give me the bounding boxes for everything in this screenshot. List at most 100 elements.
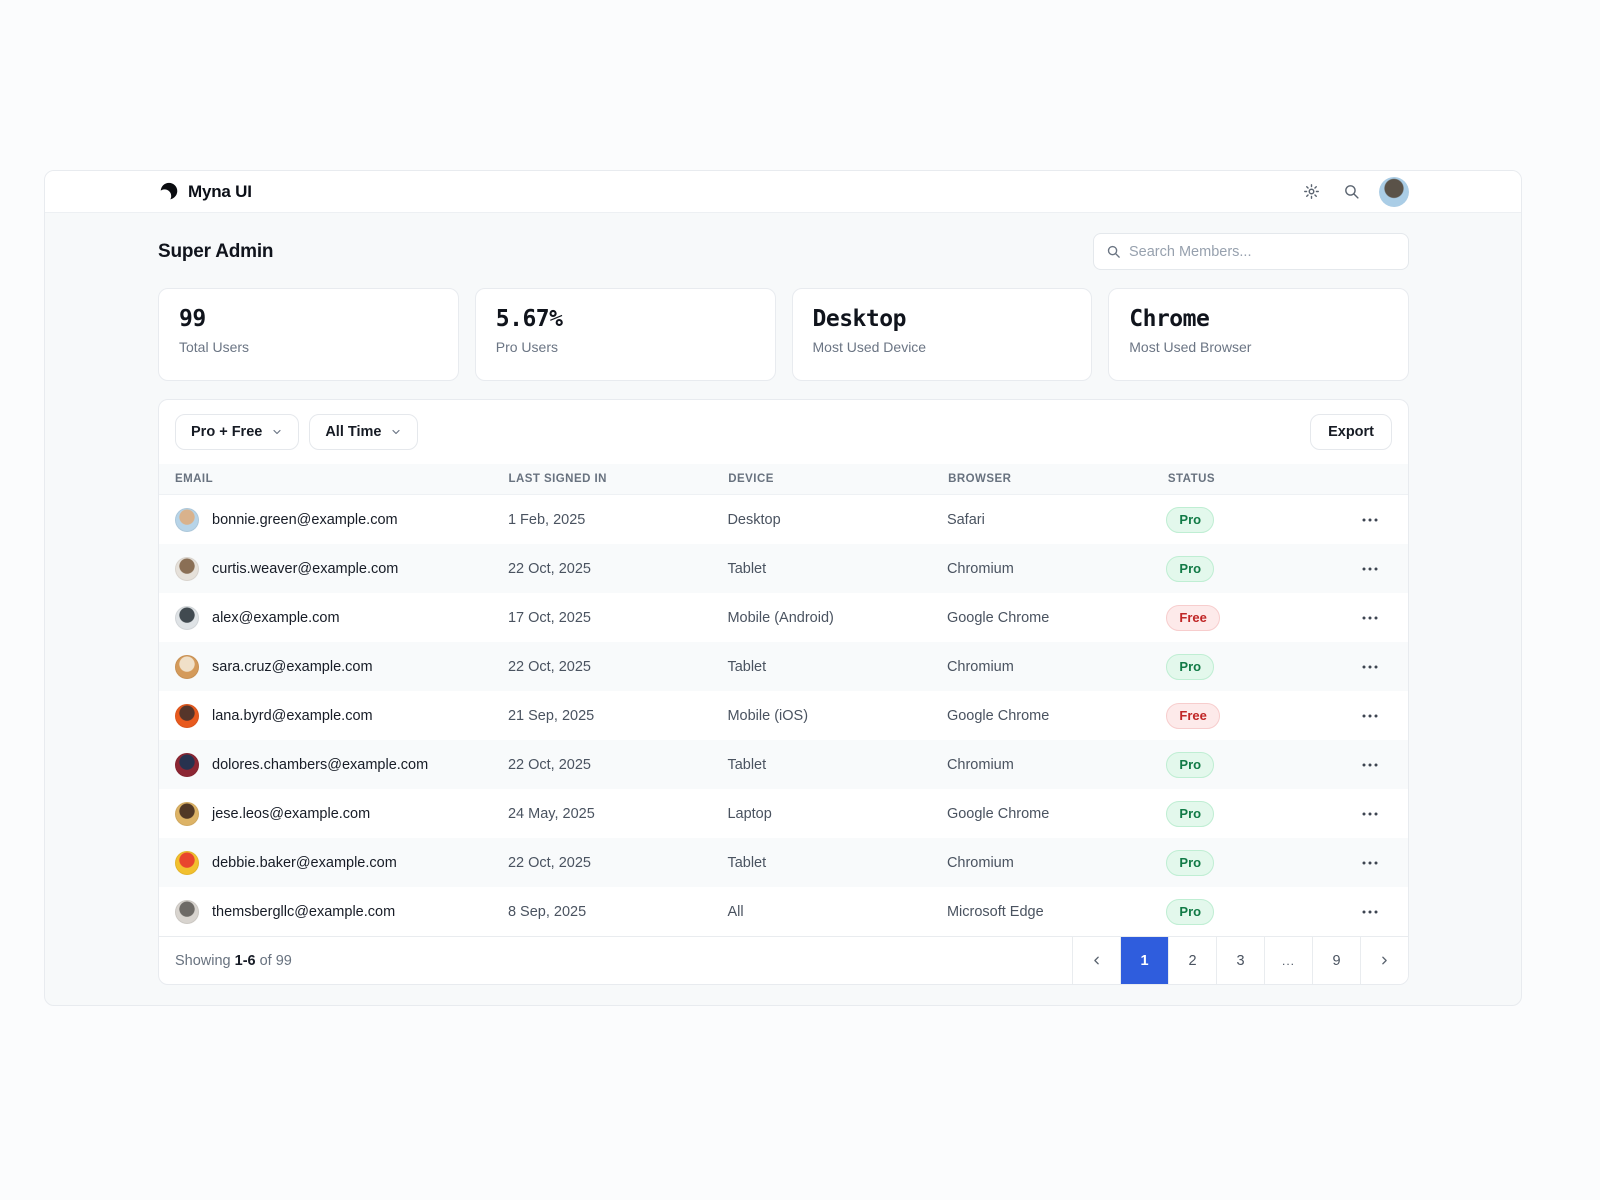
time-filter-label: All Time (325, 424, 382, 440)
search-icon (1344, 185, 1359, 199)
table-row: dolores.chambers@example.com 22 Oct, 202… (159, 740, 1408, 789)
table-row: bonnie.green@example.com 1 Feb, 2025 Des… (159, 495, 1408, 544)
export-button[interactable]: Export (1310, 414, 1392, 450)
status-badge: Pro (1166, 555, 1215, 582)
column-header-device: DEVICE (728, 473, 774, 485)
avatar (175, 801, 199, 826)
topbar-actions (1299, 176, 1409, 207)
row-actions-button[interactable] (1356, 559, 1384, 579)
status-badge: Pro (1166, 653, 1215, 680)
browser: Chromium (946, 560, 1014, 577)
user-email: sara.cruz@example.com (212, 658, 373, 675)
admin-dashboard: Myna UI Super Admin (44, 170, 1522, 1006)
status-badge: Pro (1166, 751, 1215, 778)
sun-icon (1303, 184, 1319, 199)
row-actions-button[interactable] (1356, 902, 1384, 922)
stat-value: Desktop (812, 306, 907, 332)
last-signed-in: 22 Oct, 2025 (507, 658, 591, 675)
stat-pro-users: 5.67% Pro Users (474, 288, 776, 381)
table-row: themsbergllc@example.com 8 Sep, 2025 All… (159, 887, 1408, 936)
row-actions-button[interactable] (1356, 853, 1384, 873)
user-avatar (1379, 176, 1409, 207)
ellipsis-icon (1368, 665, 1372, 668)
page-button-9[interactable]: 9 (1312, 937, 1360, 984)
brand: Myna UI (158, 181, 252, 203)
page-button-1[interactable]: 1 (1120, 937, 1168, 984)
row-actions-button[interactable] (1356, 657, 1384, 677)
plan-filter-dropdown[interactable]: Pro + Free (175, 414, 300, 450)
device: Mobile (iOS) (727, 707, 809, 724)
device: Tablet (727, 756, 767, 773)
stat-label: Total Users (179, 339, 250, 355)
device: Tablet (727, 854, 767, 871)
table-row: alex@example.com 17 Oct, 2025 Mobile (An… (159, 593, 1408, 642)
avatar (175, 654, 199, 679)
avatar (175, 752, 199, 777)
page-button-3[interactable]: 3 (1216, 937, 1264, 984)
row-actions-button[interactable] (1356, 608, 1384, 628)
browser: Chromium (946, 756, 1014, 773)
last-signed-in: 1 Feb, 2025 (507, 511, 586, 528)
header-search-button[interactable] (1339, 180, 1363, 204)
pagination: 1 2 3... 9 (1072, 937, 1408, 984)
table-toolbar: Pro + Free All Time Export (159, 400, 1408, 464)
stat-value: 99 (179, 306, 206, 332)
stat-cards: 99 Total Users 5.67% Pro Users Desktop M… (158, 288, 1409, 381)
user-email: lana.byrd@example.com (212, 707, 373, 724)
row-actions-button[interactable] (1356, 804, 1384, 824)
brand-name: Myna UI (188, 181, 252, 201)
browser: Safari (946, 511, 985, 528)
column-header-email: EMAIL (175, 473, 214, 485)
row-actions-button[interactable] (1356, 755, 1384, 775)
next-page-button[interactable] (1360, 937, 1408, 984)
ellipsis-icon (1368, 616, 1372, 619)
table-body: bonnie.green@example.com 1 Feb, 2025 Des… (159, 495, 1408, 936)
ellipsis-icon (1368, 714, 1372, 717)
ellipsis-icon (1368, 567, 1372, 570)
stat-most-used-device: Desktop Most Used Device (791, 288, 1093, 381)
stat-value: 5.67% (495, 306, 563, 332)
browser: Google Chrome (946, 609, 1050, 626)
avatar (175, 703, 199, 728)
last-signed-in: 22 Oct, 2025 (507, 756, 591, 773)
stat-label: Most Used Device (812, 339, 927, 355)
ellipsis-icon (1368, 518, 1372, 521)
status-badge: Pro (1166, 506, 1215, 533)
theme-toggle-button[interactable] (1299, 180, 1323, 204)
device: Laptop (727, 805, 772, 822)
column-header-status: STATUS (1167, 473, 1215, 485)
row-actions-button[interactable] (1356, 706, 1384, 726)
main-content: Super Admin 99 Total Users 5.67% Pro Use… (45, 213, 1521, 1005)
status-badge: Free (1166, 702, 1220, 729)
user-email: alex@example.com (212, 609, 340, 626)
table-header-row: EMAIL LAST SIGNED IN DEVICE BROWSER STAT… (159, 464, 1408, 495)
device: Tablet (727, 560, 767, 577)
table-row: curtis.weaver@example.com 22 Oct, 2025 T… (159, 544, 1408, 593)
member-search-input[interactable] (1129, 243, 1396, 260)
page-ellipsis: ... (1264, 937, 1312, 984)
user-email: bonnie.green@example.com (212, 511, 398, 528)
ellipsis-icon (1368, 763, 1372, 766)
browser: Google Chrome (946, 707, 1050, 724)
prev-page-button[interactable] (1072, 937, 1120, 984)
chevron-down-icon (392, 429, 401, 435)
user-email: curtis.weaver@example.com (212, 560, 399, 577)
members-table-card: Pro + Free All Time Export EMAIL LAST SI… (158, 399, 1409, 985)
row-actions-button[interactable] (1356, 510, 1384, 530)
table-row: lana.byrd@example.com 21 Sep, 2025 Mobil… (159, 691, 1408, 740)
user-email: debbie.baker@example.com (212, 854, 397, 871)
status-badge: Pro (1166, 849, 1215, 876)
stat-label: Most Used Browser (1129, 339, 1252, 355)
page-button-2[interactable]: 2 (1168, 937, 1216, 984)
myna-logo-icon (158, 182, 178, 203)
chevron-left-icon (1094, 956, 1099, 965)
table-row: jese.leos@example.com 24 May, 2025 Lapto… (159, 789, 1408, 838)
topbar: Myna UI (45, 171, 1521, 213)
browser: Google Chrome (946, 805, 1050, 822)
user-avatar-button[interactable] (1379, 176, 1409, 207)
table-row: sara.cruz@example.com 22 Oct, 2025 Table… (159, 642, 1408, 691)
stat-most-used-browser: Chrome Most Used Browser (1108, 288, 1409, 381)
time-filter-dropdown[interactable]: All Time (309, 414, 419, 450)
last-signed-in: 22 Oct, 2025 (507, 854, 591, 871)
stat-value: Chrome (1129, 306, 1210, 332)
